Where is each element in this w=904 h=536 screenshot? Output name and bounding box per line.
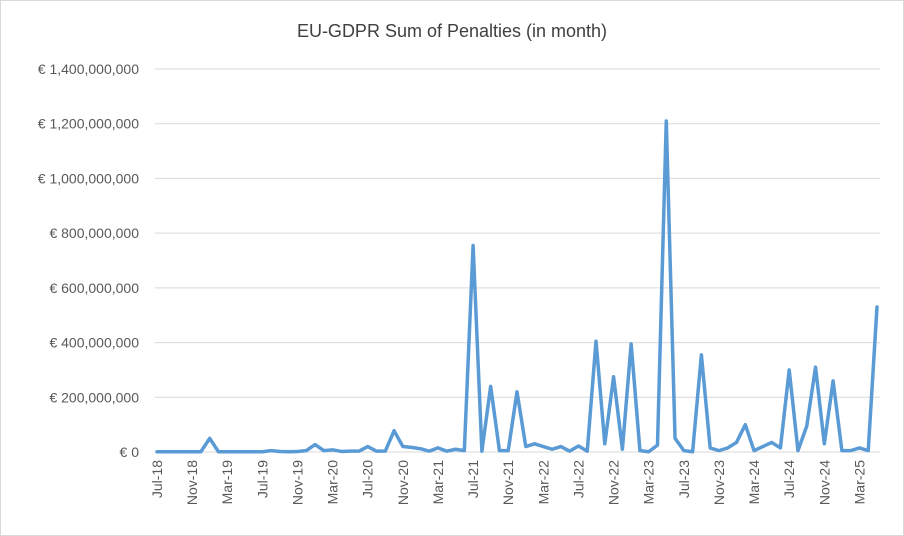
y-tick-label: € 600,000,000 bbox=[49, 280, 139, 296]
x-tick-label: Mar-19 bbox=[219, 460, 235, 505]
x-tick-label: Mar-22 bbox=[535, 460, 551, 505]
x-tick-label: Nov-23 bbox=[711, 460, 727, 505]
x-tick-label: Jul-21 bbox=[465, 460, 481, 498]
x-tick-label: Mar-24 bbox=[746, 460, 762, 505]
x-tick-label: Mar-21 bbox=[430, 460, 446, 505]
x-tick-label: Jul-22 bbox=[570, 460, 586, 498]
x-tick-label: Jul-20 bbox=[360, 460, 376, 498]
y-tick-label: € 800,000,000 bbox=[49, 225, 139, 241]
y-tick-label: € 200,000,000 bbox=[49, 389, 139, 405]
x-tick-label: Nov-22 bbox=[606, 460, 622, 505]
x-tick-label: Mar-25 bbox=[851, 460, 867, 505]
x-tick-label: Jul-18 bbox=[149, 460, 165, 498]
data-line bbox=[155, 119, 879, 454]
y-tick-label: € 1,000,000,000 bbox=[38, 170, 139, 186]
x-tick-label: Jul-24 bbox=[781, 460, 797, 498]
chart-title: EU-GDPR Sum of Penalties (in month) bbox=[297, 21, 607, 41]
y-tick-label: € 1,200,000,000 bbox=[38, 116, 139, 132]
x-tick-label: Mar-20 bbox=[325, 460, 341, 505]
x-tick-label: Jul-19 bbox=[254, 460, 270, 498]
y-tick-label: € 400,000,000 bbox=[49, 335, 139, 351]
x-tick-label: Mar-23 bbox=[641, 460, 657, 505]
x-tick-label: Jul-23 bbox=[676, 460, 692, 498]
x-tick-label: Nov-18 bbox=[184, 460, 200, 505]
y-tick-label: € 0 bbox=[120, 444, 140, 460]
x-tick-label: Nov-19 bbox=[289, 460, 305, 505]
y-tick-label: € 1,400,000,000 bbox=[38, 61, 139, 77]
x-tick-label: Nov-21 bbox=[500, 460, 516, 505]
x-tick-label: Nov-20 bbox=[395, 460, 411, 505]
x-tick-label: Nov-24 bbox=[816, 460, 832, 505]
